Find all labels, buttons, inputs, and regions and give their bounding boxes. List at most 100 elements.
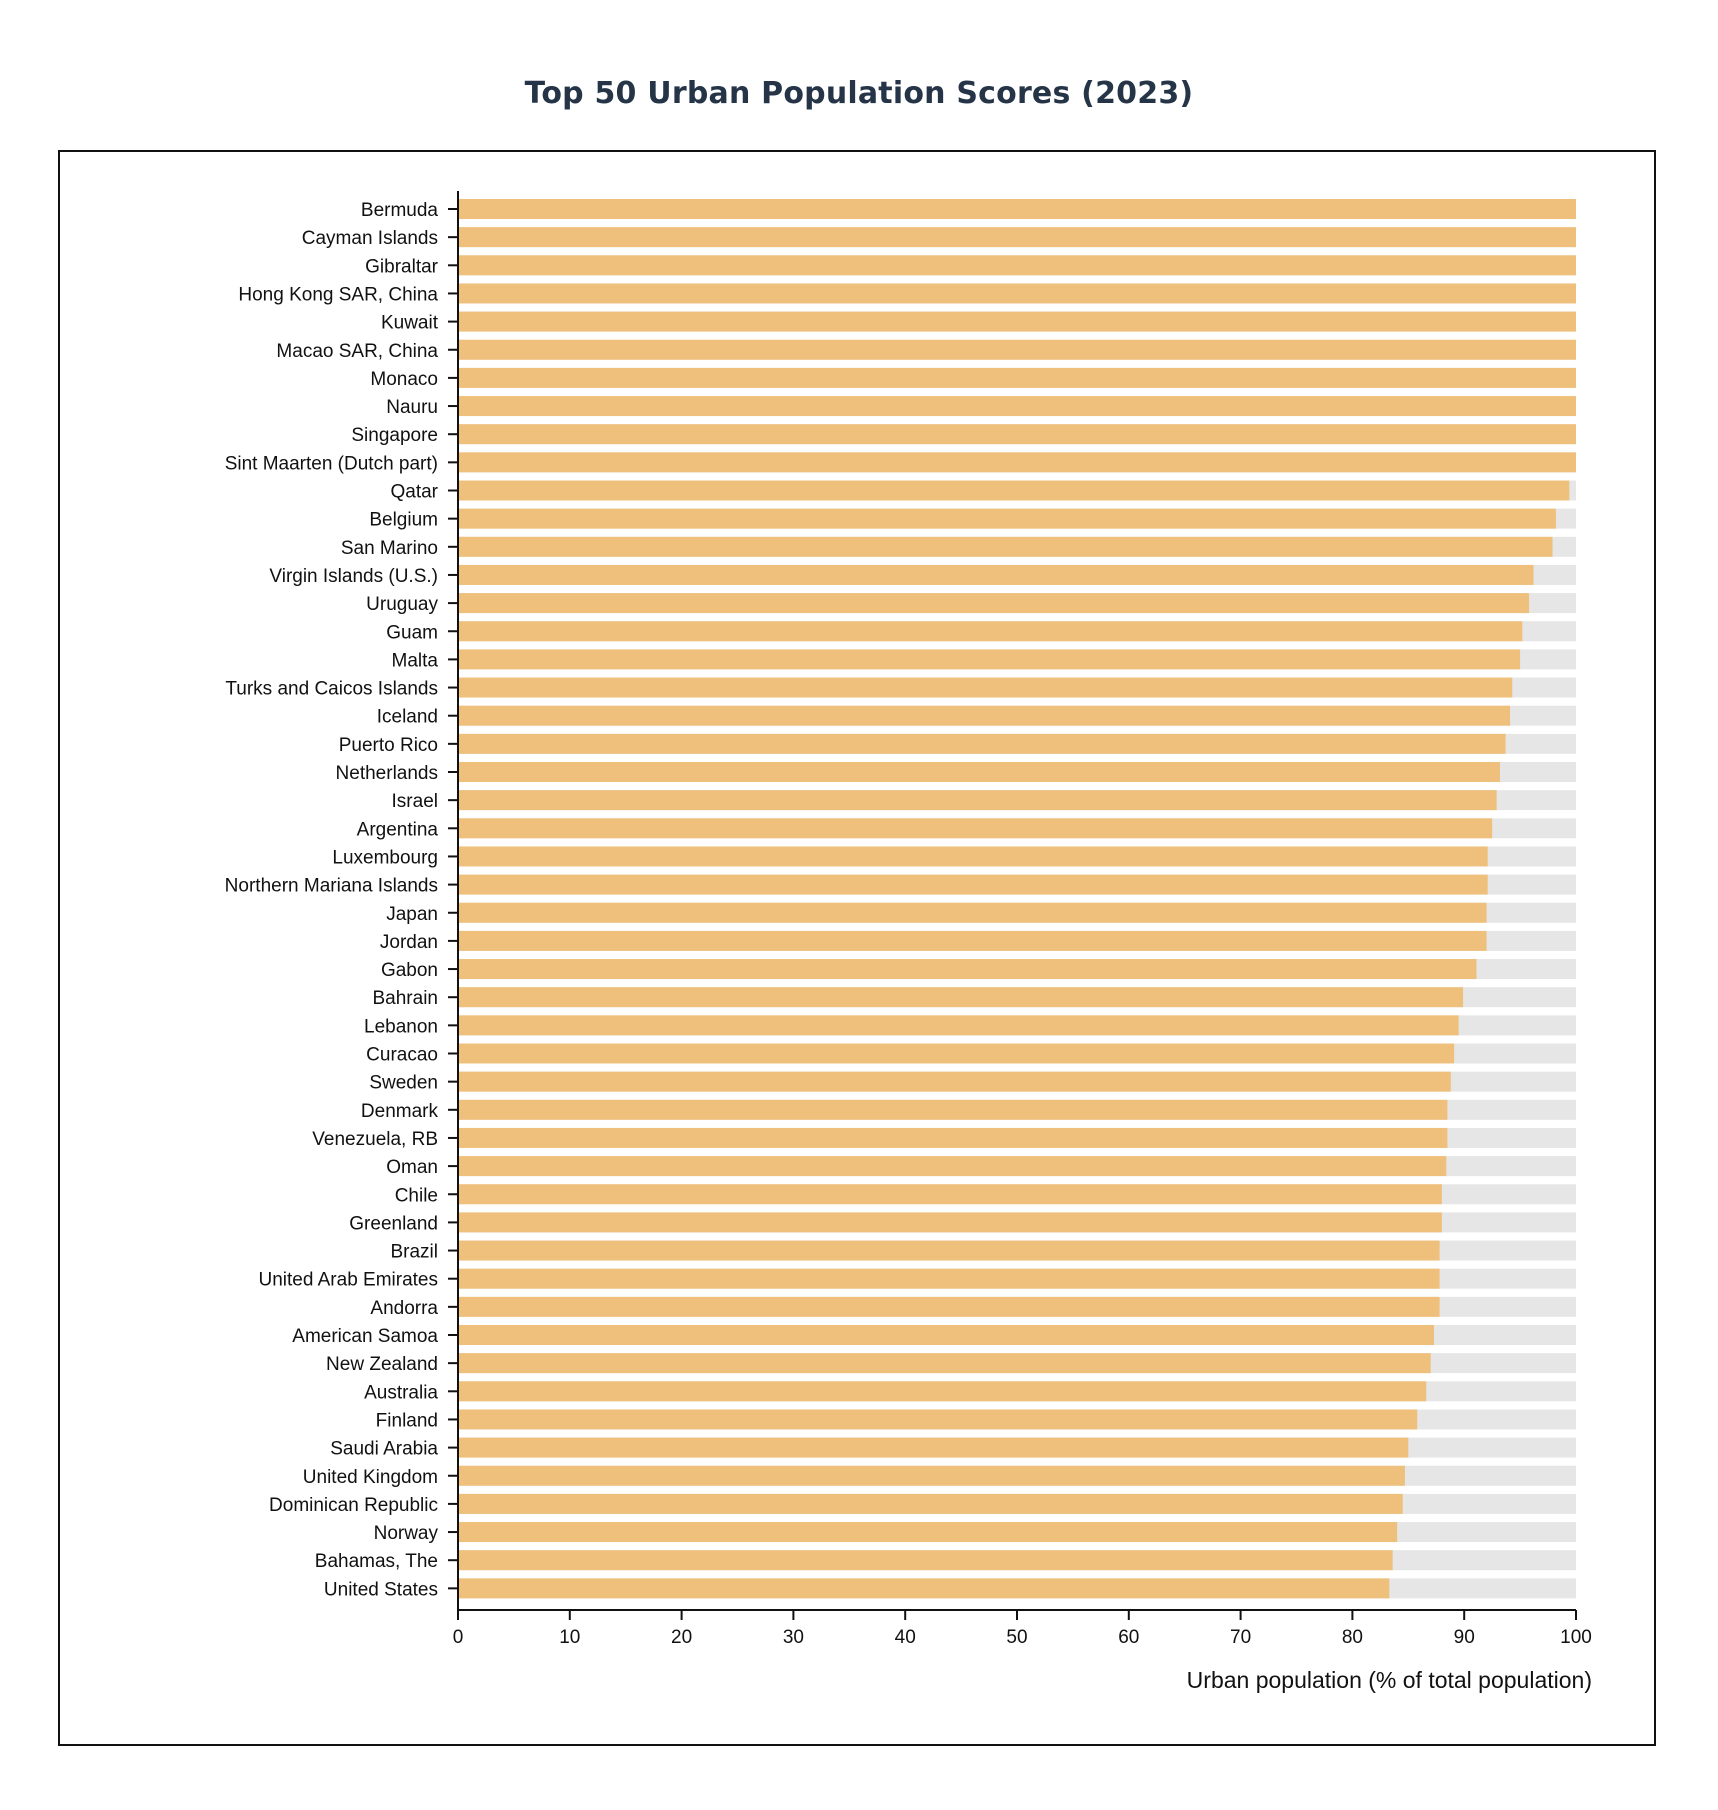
- category-label: Jordan: [380, 932, 438, 953]
- category-label: Nauru: [386, 397, 438, 418]
- category-label: Bahamas, The: [315, 1551, 438, 1572]
- y-axis: Bermuda Cayman Islands Gibraltar Hong Kong …: [225, 191, 459, 1610]
- category-label: Gibraltar: [365, 256, 439, 277]
- bar: [458, 790, 1497, 811]
- bar: [458, 733, 1506, 754]
- bar: [458, 564, 1534, 585]
- x-axis: 0 10 20 30 40 50 60 70 80 90 100: [453, 1609, 1592, 1648]
- category-label: Finland: [376, 1410, 438, 1431]
- bar: [458, 762, 1500, 782]
- category-label: Hong Kong SAR, China: [238, 284, 438, 305]
- bar: [458, 930, 1487, 951]
- category-label: Brazil: [390, 1242, 438, 1263]
- category-label: Sint Maarten (Dutch part): [225, 453, 438, 474]
- category-label: Denmark: [361, 1101, 439, 1122]
- bar: [458, 1015, 1459, 1036]
- bar: [458, 1268, 1440, 1289]
- category-label: Northern Mariana Islands: [225, 876, 438, 897]
- bar: [458, 649, 1521, 670]
- bar: [458, 424, 1576, 445]
- x-tick-label: 50: [1006, 1627, 1027, 1648]
- bar-layer: [458, 199, 1576, 1599]
- category-label: Kuwait: [381, 313, 439, 334]
- category-label: Luxembourg: [332, 847, 438, 868]
- category-label: Saudi Arabia: [330, 1439, 438, 1460]
- category-label: Guam: [386, 622, 438, 643]
- category-label: United Arab Emirates: [258, 1270, 438, 1291]
- category-label: Qatar: [390, 482, 438, 503]
- bar: [458, 1212, 1442, 1233]
- bar: [458, 1043, 1455, 1064]
- bar: [458, 1409, 1418, 1430]
- chart-title: Top 50 Urban Population Scores (2023): [524, 76, 1194, 111]
- bar: [458, 536, 1553, 557]
- x-axis-title: Urban population (% of total population): [1187, 1667, 1592, 1693]
- bar: [458, 480, 1570, 501]
- x-tick-label: 80: [1342, 1627, 1363, 1648]
- category-label: San Marino: [341, 538, 438, 559]
- bar: [458, 311, 1576, 332]
- x-tick-label: 10: [559, 1627, 580, 1648]
- bar: [458, 1465, 1405, 1486]
- bar: [458, 1353, 1431, 1374]
- bar: [458, 508, 1556, 529]
- bar: [458, 367, 1576, 388]
- x-tick-label: 40: [895, 1627, 916, 1648]
- bar: [458, 199, 1576, 219]
- category-label: Venezuela, RB: [312, 1129, 438, 1150]
- bar: [458, 452, 1576, 473]
- bar: [458, 1099, 1448, 1120]
- category-label: Greenland: [349, 1213, 438, 1234]
- category-label: United Kingdom: [303, 1467, 438, 1488]
- bar: [458, 1437, 1409, 1458]
- bar: [458, 1325, 1435, 1345]
- category-label: American Samoa: [292, 1326, 438, 1347]
- bar: [458, 677, 1513, 698]
- bar: [458, 255, 1576, 276]
- bar: [458, 593, 1530, 614]
- category-label: Bahrain: [373, 988, 439, 1009]
- x-tick-label: 20: [671, 1627, 692, 1648]
- bar: [458, 283, 1576, 304]
- bar: [458, 705, 1511, 726]
- category-label: Turks and Caicos Islands: [225, 679, 438, 700]
- bar: [458, 987, 1464, 1008]
- category-label: Lebanon: [364, 1016, 438, 1037]
- category-label: Japan: [386, 904, 438, 925]
- x-tick-label: 100: [1560, 1627, 1592, 1648]
- bar: [458, 227, 1576, 248]
- category-label: Belgium: [369, 510, 438, 531]
- category-label: Andorra: [370, 1298, 438, 1319]
- category-label: Gabon: [381, 960, 438, 981]
- category-label: Uruguay: [366, 594, 438, 615]
- x-tick-label: 70: [1230, 1627, 1251, 1648]
- category-label: Israel: [392, 791, 438, 812]
- bar: [458, 1296, 1440, 1317]
- bar: [458, 959, 1477, 980]
- category-label: United States: [324, 1579, 438, 1600]
- bar: [458, 1578, 1390, 1599]
- bar: [458, 818, 1493, 839]
- category-label: Curacao: [366, 1045, 438, 1066]
- bar: [458, 1156, 1447, 1177]
- category-label: Cayman Islands: [302, 228, 438, 249]
- bar: [458, 846, 1488, 867]
- bar: [458, 1240, 1440, 1261]
- bar: [458, 396, 1576, 417]
- bar: [458, 339, 1576, 360]
- bar: [458, 1550, 1393, 1571]
- bar: [458, 621, 1523, 642]
- category-label: Singapore: [351, 425, 438, 446]
- bar: [458, 902, 1487, 923]
- chart-frame: [58, 150, 1656, 1746]
- x-tick-label: 30: [783, 1627, 804, 1648]
- bar: [458, 1493, 1403, 1514]
- category-label: Macao SAR, China: [276, 341, 438, 362]
- x-tick-label: 60: [1118, 1627, 1139, 1648]
- category-label: Malta: [392, 650, 439, 671]
- bar: [458, 1184, 1442, 1205]
- category-label: Iceland: [377, 707, 438, 728]
- bar: [458, 874, 1488, 895]
- category-label: Australia: [364, 1382, 438, 1403]
